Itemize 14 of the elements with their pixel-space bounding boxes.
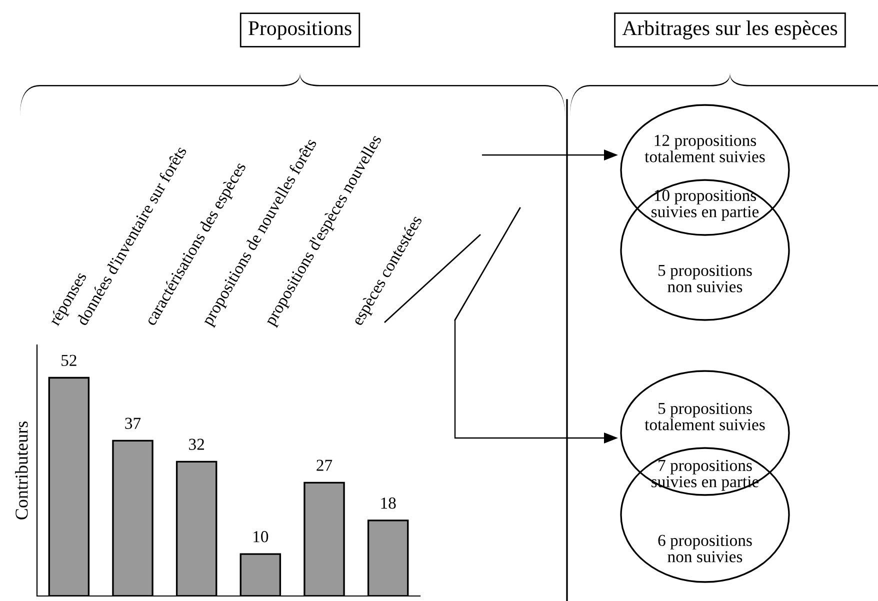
- y-axis-title: Contributeurs: [15, 422, 28, 520]
- text: 5 propositions totalement suivies: [644, 402, 765, 430]
- chart-title: Propositions: [248, 21, 352, 40]
- data-label: 27: [316, 460, 332, 471]
- text: 6 propositions non suivies: [658, 534, 752, 562]
- data-label: 10: [254, 531, 268, 542]
- text: 5 propositions non suivies: [658, 264, 752, 292]
- data-label: 18: [381, 497, 396, 509]
- text: 12 propositions totalement suivies: [644, 134, 765, 162]
- data-label: 52: [62, 354, 76, 366]
- text: Arbitrages sur les espèces: [622, 20, 838, 40]
- data-label: 37: [125, 418, 141, 429]
- data-label: 32: [189, 438, 204, 450]
- text: 10 propositions suivies en partie: [652, 190, 759, 221]
